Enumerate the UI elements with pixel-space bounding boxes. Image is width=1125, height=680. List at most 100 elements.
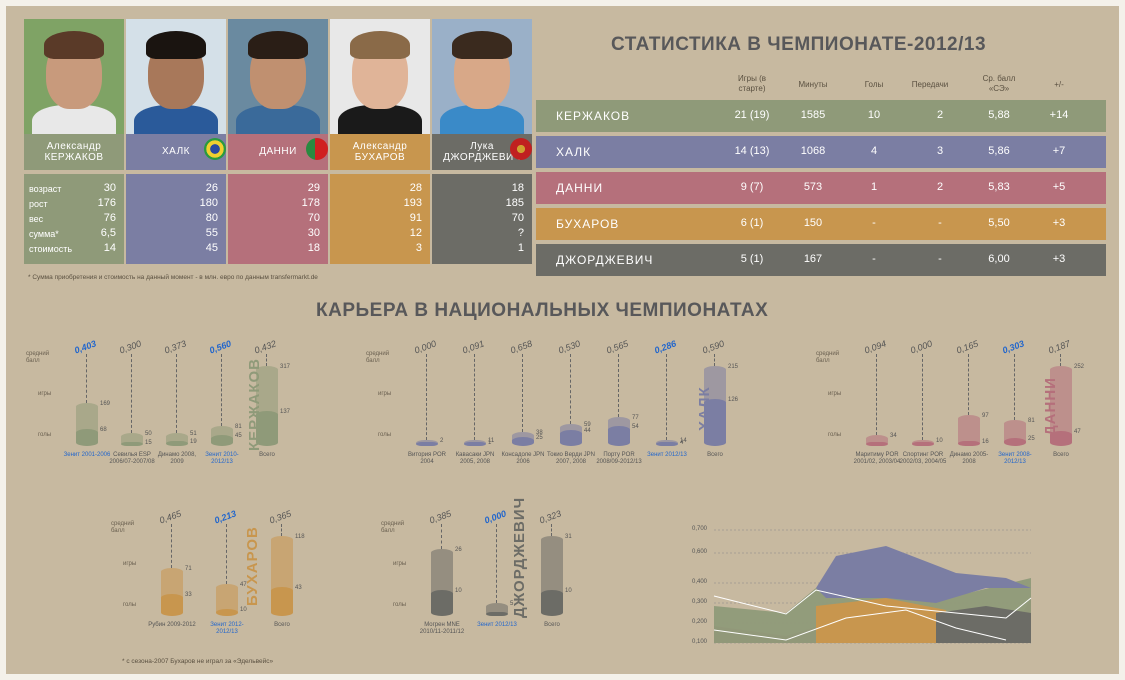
stat-cell: 4 xyxy=(870,145,878,157)
games-bar xyxy=(866,435,888,446)
avg-score-label: 0,658 xyxy=(508,338,534,356)
stat-cell: 14 (13) xyxy=(734,145,770,157)
col-header-goals: Голы xyxy=(864,80,884,89)
footnote-bukharov: * с сезона-2007 Бухаров не играл за «Эде… xyxy=(122,658,274,665)
goals-bar xyxy=(76,428,98,446)
stat-cell: 150 xyxy=(803,217,823,229)
bio-value: 12 xyxy=(409,227,422,239)
goals-bar xyxy=(608,425,630,446)
club-label: Консадоле JPN 2006 xyxy=(501,452,545,466)
avg-guide-line xyxy=(551,524,552,536)
stat-cell: +14 xyxy=(1049,109,1069,121)
avg-guide-line xyxy=(221,354,222,426)
club-label: Всего xyxy=(259,452,275,458)
avg-guide-line xyxy=(618,354,619,418)
club-label: Динамо 2008, 2009 xyxy=(157,452,197,466)
bio-djordjevic: 18 185 70 ? 1 xyxy=(432,174,532,264)
bio-value: 70 xyxy=(307,212,320,224)
club-label: Зенит 2012-2012/13 xyxy=(210,622,244,636)
games-value: 97 xyxy=(982,413,989,420)
club-label: Маритиму POR 2001/02, 2003/04 xyxy=(853,452,901,466)
games-value: 38 xyxy=(536,429,543,436)
games-value: 215 xyxy=(728,364,739,370)
goals-bar xyxy=(256,411,278,446)
avg-score-label: 0,091 xyxy=(460,338,486,356)
goals-value: 126 xyxy=(728,397,739,404)
name-kerzhakov: Александр КЕРЖАКОВ xyxy=(24,134,124,170)
avg-score-label: 0,560 xyxy=(207,338,233,356)
avg-guide-line xyxy=(171,524,172,568)
stat-cell: +3 xyxy=(1052,217,1066,229)
area-hulk xyxy=(816,546,1031,603)
goals-value: 1 xyxy=(488,440,492,446)
club-label: Зенит 2010-2012/13 xyxy=(205,452,239,466)
games-value: 5 xyxy=(510,601,514,608)
stat-row-danny: ДАННИ 9 (7) 573 1 2 5,83 +5 xyxy=(536,172,1106,204)
col-header-assists: Передачи xyxy=(911,80,949,89)
stat-cell: - xyxy=(938,217,942,229)
goals-value: 54 xyxy=(632,423,639,430)
goals-value: 45 xyxy=(235,432,242,439)
goals-bar xyxy=(541,590,563,616)
avg-guide-line xyxy=(131,354,132,434)
bio-value: 45 xyxy=(205,242,218,254)
goals-value: 68 xyxy=(100,426,107,433)
bio-label: вес xyxy=(29,214,44,224)
games-value: 81 xyxy=(1028,418,1035,425)
bio-value: 176 xyxy=(97,197,116,209)
club-label: Всего xyxy=(1053,452,1069,458)
games-value: 81 xyxy=(235,423,242,430)
chart-tick-label: 0,600 xyxy=(692,549,708,555)
games-value: 10 xyxy=(936,438,943,444)
games-value: 51 xyxy=(190,431,197,438)
chart-tick-label: 0,700 xyxy=(692,526,708,532)
bio-hulk: 26 180 80 55 45 xyxy=(126,174,226,264)
chart-tick-label: 0,300 xyxy=(692,599,708,605)
stat-cell: 5,50 xyxy=(988,217,1010,229)
axis-label-games: игры xyxy=(393,561,407,567)
goals-bar xyxy=(211,434,233,446)
club-label: Рубин 2009-2012 xyxy=(148,622,196,628)
avg-score-label: 0,165 xyxy=(954,338,980,356)
stat-cell: 21 (19) xyxy=(734,109,770,121)
comparison-area-chart xyxy=(713,529,1032,644)
bio-value: ? xyxy=(517,227,524,239)
bio-value: 70 xyxy=(511,212,524,224)
stat-player-name: ДАННИ xyxy=(556,181,604,195)
avg-guide-line xyxy=(226,524,227,585)
bio-value: 29 xyxy=(307,182,320,194)
bio-label: возраст xyxy=(29,184,62,194)
bio-value: 18 xyxy=(511,182,524,194)
stat-cell: +3 xyxy=(1052,253,1066,265)
stat-cell: 5 (1) xyxy=(740,253,764,265)
avg-guide-line xyxy=(474,354,475,440)
avg-score-label: 0,530 xyxy=(556,338,582,356)
avg-score-label: 0,365 xyxy=(267,508,293,526)
stat-row-djordjevic: ДЖОРДЖЕВИЧ 5 (1) 167 - - 6,00 +3 xyxy=(536,244,1106,276)
goals-bar xyxy=(216,609,238,616)
photo-kerzhakov xyxy=(24,19,124,134)
goals-value: 43 xyxy=(295,584,302,591)
avg-guide-line xyxy=(441,524,442,549)
stat-cell: - xyxy=(872,217,876,229)
goals-value: 15 xyxy=(145,440,152,446)
goals-value: 10 xyxy=(565,588,572,595)
avg-guide-line xyxy=(496,524,497,604)
games-bar xyxy=(958,415,980,446)
bio-value: 1 xyxy=(517,242,524,254)
line-white-1 xyxy=(713,589,1032,619)
bio-value: 55 xyxy=(205,227,218,239)
photo-danny xyxy=(228,19,328,134)
stat-player-name: ХАЛК xyxy=(556,145,592,159)
stat-cell: 1068 xyxy=(800,145,826,157)
stat-cell: 167 xyxy=(803,253,823,265)
axis-label-avg: средний балл xyxy=(111,521,135,534)
bio-value: 91 xyxy=(409,212,422,224)
bio-value: 193 xyxy=(403,197,422,209)
games-value: 252 xyxy=(1074,364,1085,370)
avg-score-label: 0,094 xyxy=(862,338,888,356)
axis-label-avg: средний балл xyxy=(816,351,840,364)
axis-label-goals: голы xyxy=(378,432,392,438)
stat-cell: 6,00 xyxy=(988,253,1010,265)
games-bar xyxy=(216,584,238,616)
